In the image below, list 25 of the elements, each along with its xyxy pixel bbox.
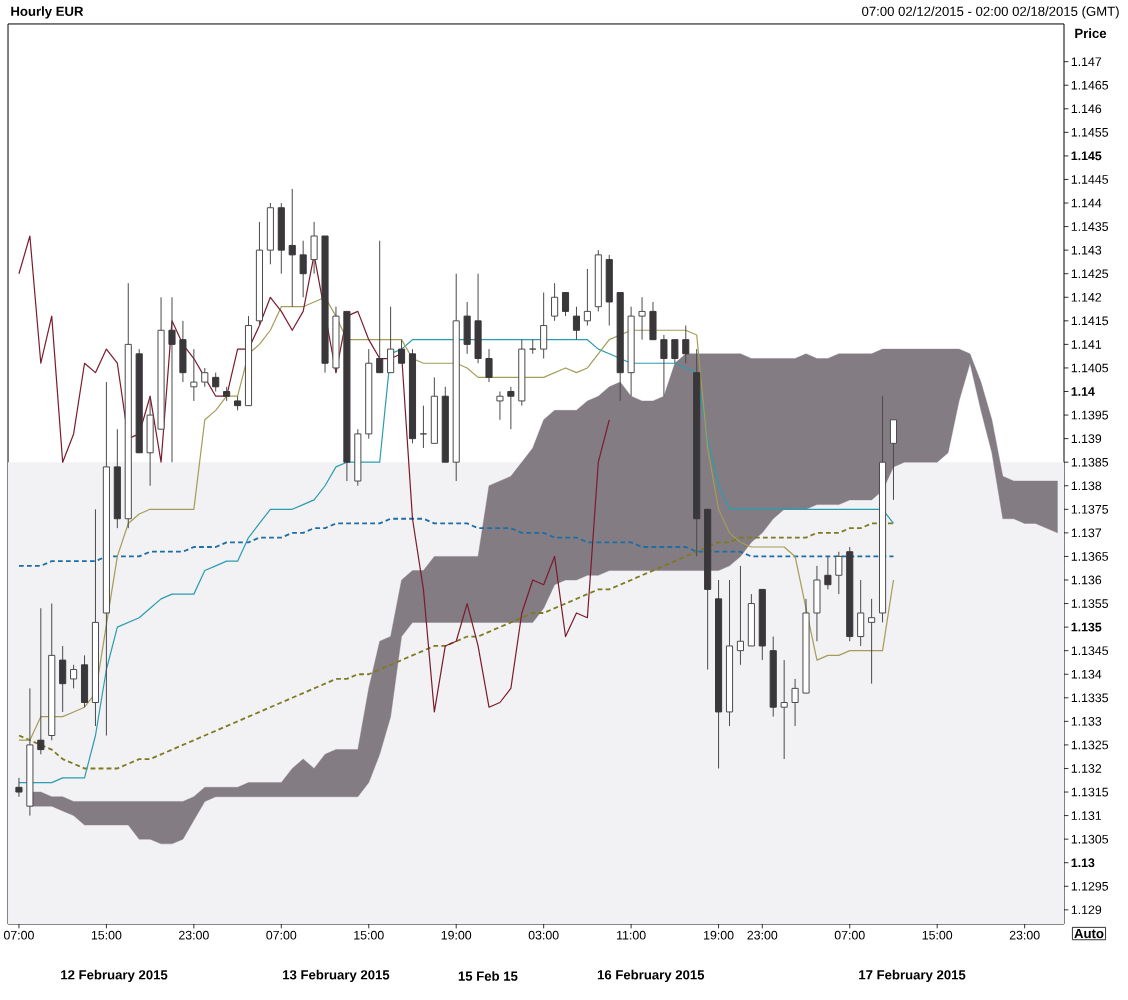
line-series [18,235,610,713]
candlestick [561,292,570,317]
candlestick [889,419,898,501]
candlestick [419,405,427,449]
candlestick [496,391,504,421]
candlestick [277,202,285,275]
candlestick [387,306,395,374]
candlestick [583,268,591,327]
candlestick [376,240,384,374]
candlestick [212,372,220,393]
candlestick [747,593,755,647]
candlestick [736,565,744,666]
candlestick [551,282,559,322]
candlestick [430,376,438,444]
candlestick [835,551,843,595]
candlestick [310,221,318,275]
candlestick [80,654,89,708]
candlestick [266,202,274,265]
candlestick [572,306,581,341]
candlestick [540,292,548,360]
candlestick [59,645,67,713]
candlestick [398,339,406,364]
candlestick [70,664,78,689]
candlestick [868,598,876,685]
candlestick [857,579,865,647]
